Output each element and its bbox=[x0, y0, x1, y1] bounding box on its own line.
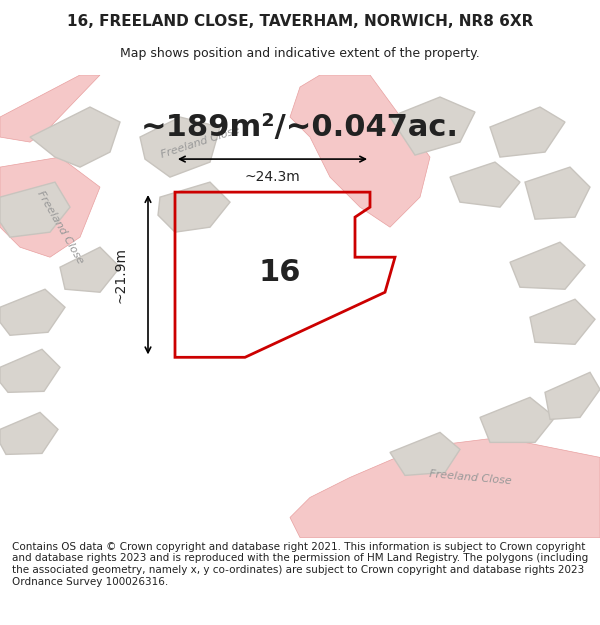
Text: Freeland Close: Freeland Close bbox=[159, 124, 241, 159]
Polygon shape bbox=[525, 167, 590, 219]
Polygon shape bbox=[0, 75, 100, 142]
Polygon shape bbox=[0, 182, 70, 237]
Text: ~189m²/~0.047ac.: ~189m²/~0.047ac. bbox=[141, 112, 459, 141]
Polygon shape bbox=[0, 349, 60, 392]
Polygon shape bbox=[158, 182, 230, 232]
Polygon shape bbox=[0, 289, 65, 335]
Polygon shape bbox=[290, 438, 600, 538]
Polygon shape bbox=[30, 107, 120, 167]
Text: Contains OS data © Crown copyright and database right 2021. This information is : Contains OS data © Crown copyright and d… bbox=[12, 542, 588, 587]
Polygon shape bbox=[0, 157, 100, 258]
Text: Freeland Close: Freeland Close bbox=[428, 469, 512, 486]
Text: 16, FREELAND CLOSE, TAVERHAM, NORWICH, NR8 6XR: 16, FREELAND CLOSE, TAVERHAM, NORWICH, N… bbox=[67, 14, 533, 29]
Polygon shape bbox=[490, 107, 565, 157]
Polygon shape bbox=[0, 412, 58, 454]
Text: 16: 16 bbox=[259, 258, 301, 287]
Polygon shape bbox=[530, 299, 595, 344]
Polygon shape bbox=[390, 97, 475, 155]
Polygon shape bbox=[480, 398, 555, 442]
Polygon shape bbox=[390, 432, 460, 476]
Polygon shape bbox=[510, 242, 585, 289]
Polygon shape bbox=[450, 162, 520, 207]
Polygon shape bbox=[140, 117, 220, 177]
Text: ~24.3m: ~24.3m bbox=[245, 170, 301, 184]
Text: Freeland Close: Freeland Close bbox=[35, 189, 85, 266]
Polygon shape bbox=[545, 372, 600, 419]
Polygon shape bbox=[290, 75, 430, 227]
Polygon shape bbox=[60, 247, 120, 292]
Text: ~21.9m: ~21.9m bbox=[113, 247, 127, 302]
Text: Map shows position and indicative extent of the property.: Map shows position and indicative extent… bbox=[120, 48, 480, 61]
